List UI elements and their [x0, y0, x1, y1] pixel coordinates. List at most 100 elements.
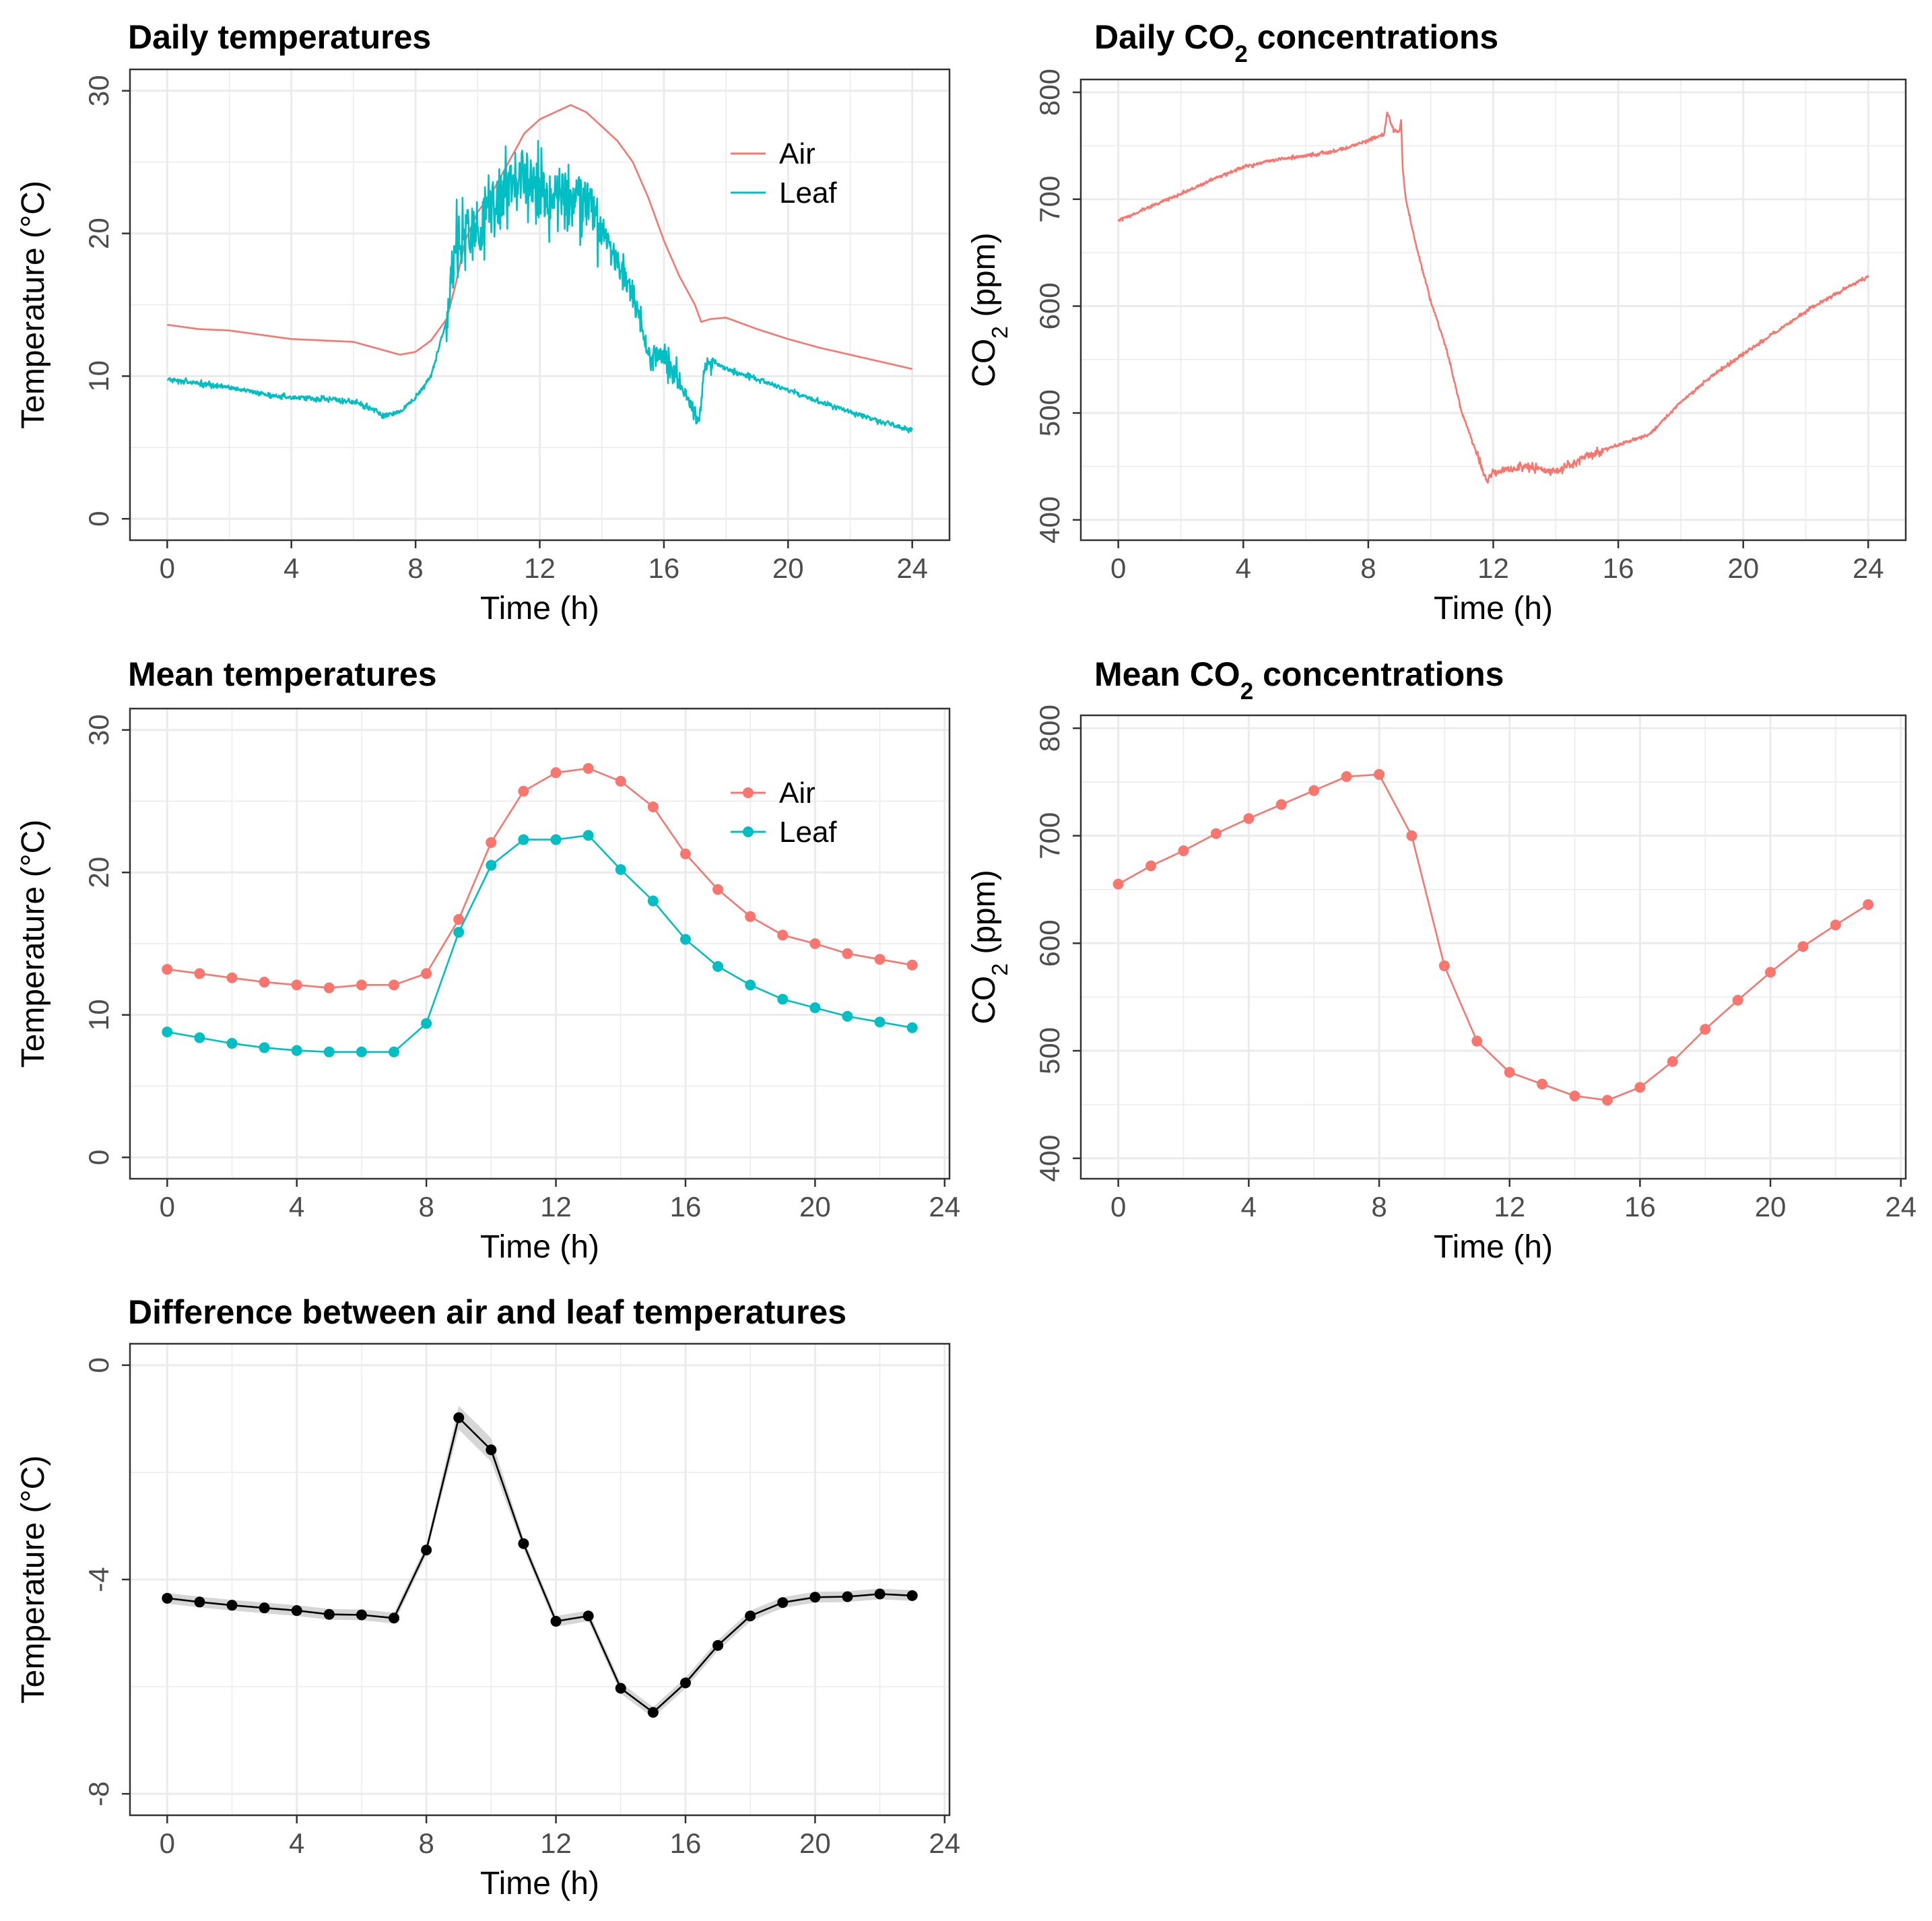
series-1-point	[486, 1444, 497, 1456]
series-1-point	[906, 1590, 918, 1601]
series-1-point	[712, 1639, 724, 1651]
series-1-point	[1732, 995, 1743, 1006]
leaf-point	[486, 859, 497, 871]
series-group	[166, 104, 913, 434]
x-tick-label: 0	[160, 1827, 175, 1859]
x-axis-title: Time (h)	[480, 1229, 599, 1265]
air-point	[486, 837, 497, 848]
series-1-point	[356, 1609, 367, 1621]
series-1-point	[1145, 860, 1157, 872]
series-1-point	[1243, 813, 1255, 824]
x-tick-label: 16	[648, 552, 680, 584]
x-tick-label: 24	[929, 1191, 960, 1223]
leaf-point	[226, 1038, 238, 1049]
temperature-difference-chart: 0 4 8 12 16 20 24 -8 -4 0 Time (h) Temperature (°C)…	[15, 1293, 960, 1901]
series-1-line	[167, 1417, 912, 1714]
gridlines	[1081, 79, 1906, 540]
series-1-point	[226, 1600, 238, 1611]
series-1-point	[745, 1610, 756, 1622]
x-tick-label: 12	[540, 1191, 572, 1223]
x-tick-label: 20	[799, 1827, 831, 1859]
series-1-point	[1667, 1056, 1678, 1068]
series-1-point	[1863, 899, 1874, 910]
axes: 0 4 8 12 16 20 24 0 10 20 30 Time (h) Temperature (°…	[15, 714, 960, 1265]
series-1-point	[259, 1602, 270, 1614]
y-tick-label: 20	[83, 857, 114, 888]
legend: Air Leaf	[731, 137, 837, 209]
y-tick-label: 10	[83, 999, 114, 1031]
air-point	[421, 968, 432, 979]
air-point	[679, 848, 691, 859]
air-line	[166, 104, 913, 370]
series-1-point	[1504, 1066, 1515, 1078]
y-axis-title-part: CO	[966, 339, 1002, 387]
x-tick-label: 8	[418, 1827, 434, 1859]
chart-title-subscript: 2	[1234, 41, 1247, 67]
confidence-ribbon	[167, 1406, 912, 1718]
leaf-point	[550, 834, 562, 845]
legend-label-air: Air	[779, 137, 815, 170]
x-tick-label: 8	[418, 1191, 434, 1223]
x-tick-label: 24	[896, 552, 928, 584]
chart-title: Mean temperatures	[128, 655, 437, 693]
y-tick-label: 20	[83, 218, 114, 249]
x-tick-label: 12	[524, 552, 556, 584]
legend-label-leaf: Leaf	[779, 176, 837, 209]
series-1-point	[1210, 828, 1222, 839]
air-point	[323, 982, 335, 994]
chart-title-part: Daily CO	[1094, 18, 1234, 56]
series-group	[162, 762, 918, 1057]
leaf-point	[356, 1046, 367, 1057]
x-tick-label: 20	[799, 1191, 831, 1223]
y-tick-label: 400	[1034, 1135, 1065, 1182]
leaf-point	[777, 994, 789, 1005]
chart-title: Difference between air and leaf temperat…	[128, 1293, 846, 1331]
series-1-point	[1634, 1082, 1646, 1093]
x-tick-label: 4	[289, 1827, 304, 1859]
y-axis-title-subscript: 2	[988, 963, 1013, 976]
chart-title-part: concentrations	[1253, 655, 1504, 693]
axes: 0 4 8 12 16 20 24 -8 -4 0 Time (h) Temperature (°C)	[15, 1357, 960, 1901]
leaf-point	[259, 1042, 270, 1053]
series-1-point	[809, 1592, 821, 1603]
series-1-point	[1178, 845, 1189, 857]
daily-temperatures-chart: 0 4 8 12 16 20 24 0 10 20 30 Time (h) Temperature (°…	[15, 18, 951, 626]
leaf-point	[323, 1046, 335, 1057]
air-point	[809, 938, 821, 949]
axes: 0 4 8 12 16 20 24 0 10 20 30 Time (h) Temperature (°…	[15, 75, 928, 626]
air-point	[259, 977, 270, 988]
leaf-point	[809, 1002, 821, 1014]
air-point	[356, 979, 367, 991]
chart-title: Daily temperatures	[128, 18, 431, 56]
x-tick-label: 16	[670, 1827, 702, 1859]
panel-border	[129, 707, 951, 1180]
leaf-point	[291, 1045, 302, 1056]
x-tick-label: 4	[284, 552, 299, 584]
x-tick-label: 20	[1755, 1191, 1787, 1223]
air-point	[906, 959, 918, 971]
axes: 0 4 8 12 16 20 24 400 500 600 700 800 Time (h) CO2 (p…	[966, 69, 1884, 626]
y-axis-title: Temperature (°C)	[15, 820, 51, 1068]
y-tick-label: -8	[83, 1782, 114, 1806]
leaf-line	[166, 139, 913, 434]
series-group	[162, 1406, 918, 1718]
y-tick-label: 600	[1034, 282, 1065, 329]
y-tick-label: 30	[83, 75, 114, 106]
series-1-point	[1537, 1078, 1548, 1090]
series-1-point	[518, 1538, 529, 1549]
series-group	[1117, 111, 1869, 484]
air-point	[550, 767, 562, 779]
x-axis-title: Time (h)	[480, 591, 599, 626]
series-1-line	[1118, 773, 1869, 1101]
series-1-point	[842, 1591, 853, 1602]
y-tick-label: 500	[1034, 1027, 1065, 1074]
series-1-point	[582, 1610, 594, 1622]
y-tick-label: 0	[83, 511, 114, 527]
leaf-point	[745, 979, 756, 991]
leaf-point	[194, 1032, 205, 1043]
y-tick-label: -4	[83, 1567, 114, 1592]
leaf-point	[679, 934, 691, 945]
legend: Air Leaf	[731, 777, 837, 849]
series-1-point	[1471, 1035, 1483, 1047]
